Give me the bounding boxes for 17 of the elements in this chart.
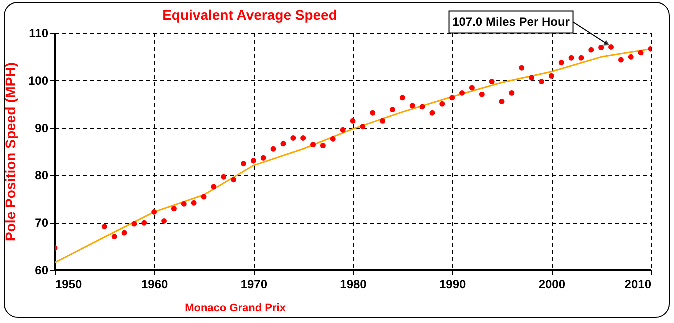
x-tick-label: 1950	[56, 278, 83, 292]
y-tick-label: 90	[35, 121, 49, 136]
x-tick-label: 1970	[240, 278, 268, 292]
x-tick-label: 1990	[439, 278, 467, 292]
y-tick-label: 110	[29, 26, 49, 40]
y-axis-title: Pole Position Speed (MPH)	[2, 62, 18, 242]
x-tick-label: 2010	[624, 278, 652, 292]
y-tick-label: 80	[35, 168, 49, 183]
x-tick-label: 2000	[538, 278, 566, 292]
x-tick-label: 1960	[141, 278, 169, 292]
chart-title: Equivalent Average Speed	[162, 7, 338, 23]
y-tick-label: 60	[35, 264, 49, 278]
y-tick-label: 100	[28, 74, 49, 88]
x-tick-label: 1980	[340, 278, 368, 292]
annotation: 107.0 Miles Per Hour	[452, 15, 570, 30]
y-tick-label: 70	[35, 216, 49, 230]
x-axis-title: Monaco Grand Prix	[185, 302, 287, 314]
